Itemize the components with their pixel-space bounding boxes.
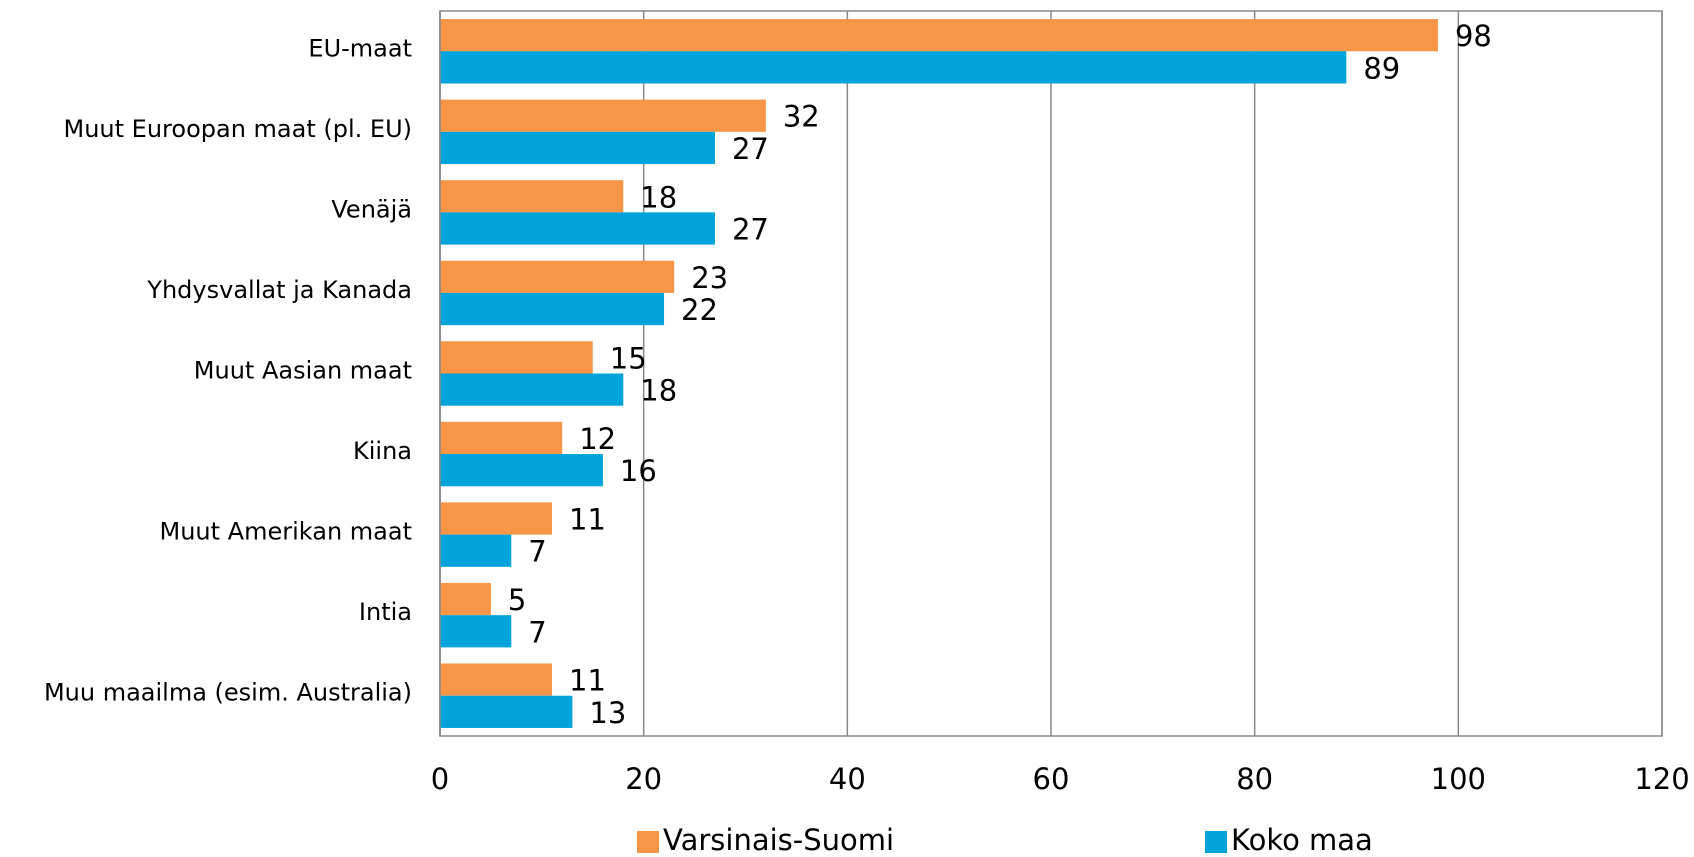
data-label: 12: [579, 422, 616, 456]
data-label: 27: [732, 213, 769, 247]
data-label: 11: [569, 503, 606, 537]
data-label: 5: [508, 583, 526, 617]
bar: [440, 695, 573, 728]
x-tick-label: 80: [1236, 762, 1273, 796]
bar: [440, 502, 553, 535]
x-tick-label: 100: [1431, 762, 1486, 796]
bar: [440, 341, 593, 374]
y-tick-label: Venäjä: [331, 195, 412, 223]
data-label: 23: [691, 261, 728, 295]
bar: [440, 99, 766, 132]
bar: [440, 260, 675, 293]
x-tick-label: 20: [625, 762, 662, 796]
x-tick-label: 0: [431, 762, 449, 796]
y-tick-label: Yhdysvallat ja Kanada: [146, 276, 412, 304]
data-label: 27: [732, 132, 769, 166]
bar: [440, 212, 715, 245]
bar: [440, 615, 512, 648]
data-label: 32: [783, 100, 820, 134]
y-tick-label: Kiina: [353, 437, 412, 465]
data-label: 7: [528, 615, 546, 649]
data-label: 11: [569, 664, 606, 698]
data-label: 18: [640, 374, 677, 408]
data-label: 15: [610, 341, 647, 375]
bar: [440, 131, 715, 165]
y-tick-label: Muut Euroopan maat (pl. EU): [64, 115, 412, 143]
bar: [440, 582, 491, 616]
data-label: 18: [640, 180, 677, 214]
data-label: 22: [681, 293, 718, 327]
bar: [440, 534, 512, 567]
y-tick-label: Muu maailma (esim. Australia): [44, 679, 412, 707]
x-tick-label: 40: [829, 762, 866, 796]
x-tick-label: 60: [1033, 762, 1070, 796]
y-tick-label: EU-maat: [308, 34, 412, 62]
legend-swatch: [1205, 831, 1227, 853]
x-tick-label: 120: [1634, 762, 1689, 796]
bar: [440, 421, 563, 455]
data-label: 98: [1455, 19, 1492, 53]
bar: [440, 454, 603, 487]
bar: [440, 373, 624, 406]
legend-label: Koko maa: [1231, 823, 1373, 857]
bar: [440, 19, 1438, 52]
y-tick-label: Muut Aasian maat: [194, 357, 412, 385]
bar: [440, 663, 553, 696]
bar: [440, 292, 665, 326]
y-tick-label: Intia: [359, 598, 412, 626]
data-label: 13: [589, 696, 626, 730]
legend-swatch: [637, 831, 659, 853]
data-label: 16: [620, 454, 657, 488]
data-label: 7: [528, 535, 546, 569]
legend-label: Varsinais-Suomi: [663, 823, 894, 857]
bar: [440, 51, 1347, 84]
data-label: 89: [1363, 51, 1400, 85]
y-tick-label: Muut Amerikan maat: [160, 518, 413, 546]
bar: [440, 180, 624, 213]
